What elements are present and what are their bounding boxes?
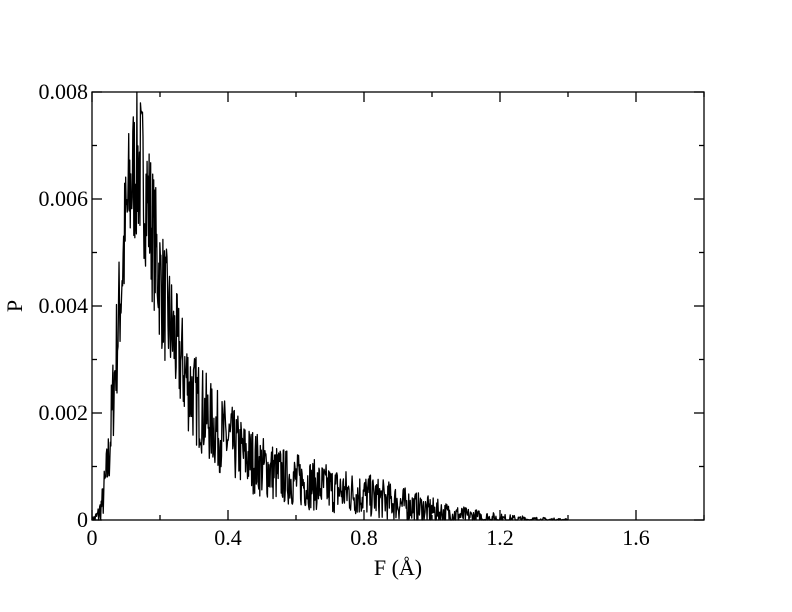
x-tick-label: 0.8 — [350, 525, 378, 550]
x-tick-labels: 0 0.4 0.8 1.2 1.6 — [87, 525, 650, 550]
y-tick-label: 0.008 — [39, 79, 89, 104]
x-tick-label: 0.4 — [214, 525, 242, 550]
y-tick-label: 0 — [77, 507, 88, 532]
y-tick-label: 0.002 — [39, 400, 89, 425]
x-tick-label: 1.2 — [486, 525, 514, 550]
x-tick-label: 1.6 — [622, 525, 650, 550]
x-axis-label: F (Å) — [374, 555, 422, 580]
y-tick-labels: 0 0.002 0.004 0.006 0.008 — [39, 79, 89, 532]
y-tick-label: 0.004 — [39, 293, 89, 318]
tick-marks — [91, 91, 705, 521]
series-line — [91, 91, 569, 521]
y-tick-label: 0.006 — [39, 186, 89, 211]
plot-frame — [91, 91, 705, 521]
x-tick-label: 0 — [87, 525, 98, 550]
y-axis-label: P — [2, 300, 27, 312]
